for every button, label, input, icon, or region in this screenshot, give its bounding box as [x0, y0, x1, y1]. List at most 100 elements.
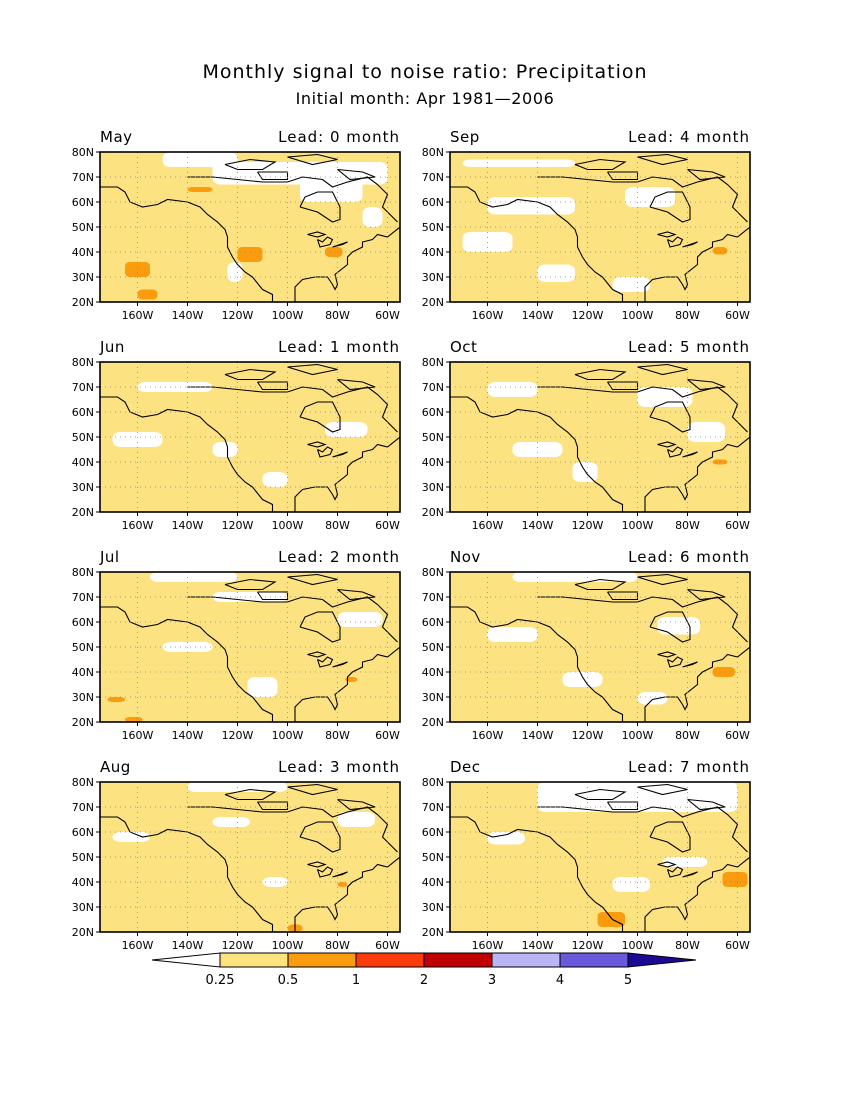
lon-tick-label: 160W	[472, 939, 504, 952]
lat-tick-label: 20N	[422, 926, 444, 939]
great-lake	[666, 866, 684, 878]
lat-tick-label: 80N	[422, 566, 444, 579]
arctic-island	[287, 363, 338, 376]
lat-tick-label: 30N	[72, 901, 94, 914]
great-lake	[332, 451, 348, 458]
panel-month-label: Oct	[450, 338, 478, 356]
lat-tick-label: 60N	[72, 616, 94, 629]
low-ratio-region	[212, 442, 238, 457]
lon-tick-label: 80W	[325, 309, 350, 322]
arctic-island	[224, 158, 277, 171]
coastline-hudson-bay	[649, 401, 691, 433]
lat-tick-label: 30N	[422, 691, 444, 704]
lat-tick-label: 60N	[422, 616, 444, 629]
coastline-hudson-bay	[649, 821, 691, 853]
lat-tick-label: 60N	[72, 196, 94, 209]
lon-tick-label: 60W	[375, 729, 400, 742]
lat-tick-label: 30N	[422, 271, 444, 284]
low-ratio-region	[212, 817, 250, 827]
panel-lead-label: Lead: 2 month	[278, 548, 400, 566]
lat-tick-label: 80N	[422, 776, 444, 789]
lon-tick-label: 60W	[725, 309, 750, 322]
coastline-arctic	[187, 386, 398, 433]
panel-lead-label: Lead: 5 month	[628, 338, 750, 356]
great-lake	[307, 651, 327, 658]
lat-tick-label: 40N	[422, 456, 444, 469]
colorbar-segment	[355, 952, 425, 968]
great-lake	[682, 661, 698, 668]
lon-tick-label: 120W	[572, 519, 604, 532]
panel-month-label: Jul	[100, 548, 120, 566]
lon-tick-label: 100W	[622, 939, 654, 952]
coastline-atlantic	[644, 646, 750, 722]
coastline-arctic	[537, 176, 748, 223]
lat-tick-label: 30N	[72, 691, 94, 704]
map-panel: Jul Lead: 2 month 80N 70N 60N 50N 40N 30N 20N 160…	[72, 548, 401, 758]
medium-ratio-region	[722, 872, 748, 887]
lon-tick-label: 80W	[325, 939, 350, 952]
coastline-arctic	[187, 596, 398, 643]
low-ratio-region	[637, 692, 668, 705]
coastline-pacific	[100, 816, 274, 932]
lat-tick-label: 50N	[72, 851, 94, 864]
lon-tick-label: 60W	[375, 519, 400, 532]
lat-tick-label: 50N	[422, 641, 444, 654]
lat-tick-label: 70N	[72, 381, 94, 394]
great-lake	[682, 241, 698, 248]
panel-month-label: Jun	[100, 338, 125, 356]
lat-tick-label: 20N	[422, 716, 444, 729]
precipitation-map: 80N 70N 60N 50N 40N 30N 20N 160W 140W 120W 100W 80W…	[72, 566, 401, 742]
panel-month-label: Aug	[100, 758, 131, 776]
lat-tick-label: 70N	[422, 801, 444, 814]
lat-tick-label: 70N	[422, 171, 444, 184]
colorbar-tick-label: 0.25	[206, 973, 235, 988]
lat-tick-label: 70N	[72, 801, 94, 814]
lon-tick-label: 160W	[472, 519, 504, 532]
coastline-atlantic	[294, 436, 400, 512]
colorbar: 0.25 0.5 1 2 3 4 5	[151, 952, 697, 988]
lat-tick-label: 80N	[72, 776, 94, 789]
lat-tick-label: 60N	[422, 196, 444, 209]
low-ratio-region	[462, 159, 575, 167]
low-ratio-region	[687, 422, 725, 442]
coastline-hudson-bay	[299, 401, 341, 433]
colorbar-tick-label: 2	[420, 973, 428, 988]
coastline-hudson-bay	[299, 191, 341, 223]
lat-tick-label: 30N	[422, 481, 444, 494]
great-lake	[332, 871, 348, 878]
lat-tick-label: 50N	[422, 851, 444, 864]
colorbar-segment	[219, 952, 289, 968]
coastline-arctic	[537, 596, 748, 643]
lat-tick-label: 60N	[72, 826, 94, 839]
lat-tick-label: 50N	[422, 221, 444, 234]
map-panel: Sep Lead: 4 month 80N 70N 60N 50N 40N 30N 20N 160…	[422, 128, 751, 338]
panel-lead-label: Lead: 3 month	[278, 758, 400, 776]
low-ratio-region	[112, 432, 163, 447]
lon-tick-label: 100W	[272, 519, 304, 532]
medium-ratio-region	[345, 677, 358, 682]
lon-tick-label: 160W	[122, 519, 154, 532]
panel-month-label: Dec	[450, 758, 481, 776]
lon-tick-label: 140W	[522, 309, 554, 322]
low-ratio-region	[150, 572, 238, 582]
medium-ratio-region	[597, 912, 625, 927]
map-panel: Aug Lead: 3 month 80N 70N 60N 50N 40N 30N 20N 160…	[72, 758, 401, 968]
coastline-hudson-bay	[299, 611, 341, 643]
map-panel: Jun Lead: 1 month 80N 70N 60N 50N 40N 30N 20N 160…	[72, 338, 401, 548]
low-ratio-region	[300, 172, 363, 202]
low-ratio-region	[637, 387, 693, 407]
lon-tick-label: 120W	[572, 939, 604, 952]
lat-tick-label: 40N	[72, 246, 94, 259]
coastline-arctic	[187, 806, 398, 853]
coastline-arctic	[537, 386, 748, 433]
lat-tick-label: 20N	[72, 296, 94, 309]
lon-tick-label: 100W	[622, 519, 654, 532]
precipitation-map: 80N 70N 60N 50N 40N 30N 20N 160W 140W 120W 100W 80W…	[422, 566, 751, 742]
coastline-pacific	[450, 816, 624, 932]
lat-tick-label: 40N	[72, 876, 94, 889]
precipitation-map: 80N 70N 60N 50N 40N 30N 20N 160W 140W 120W 100W 80W…	[422, 146, 751, 322]
lon-tick-label: 80W	[675, 939, 700, 952]
page-subtitle: Initial month: Apr 1981—2006	[295, 89, 555, 108]
lat-tick-label: 70N	[72, 591, 94, 604]
low-ratio-region	[337, 812, 375, 827]
